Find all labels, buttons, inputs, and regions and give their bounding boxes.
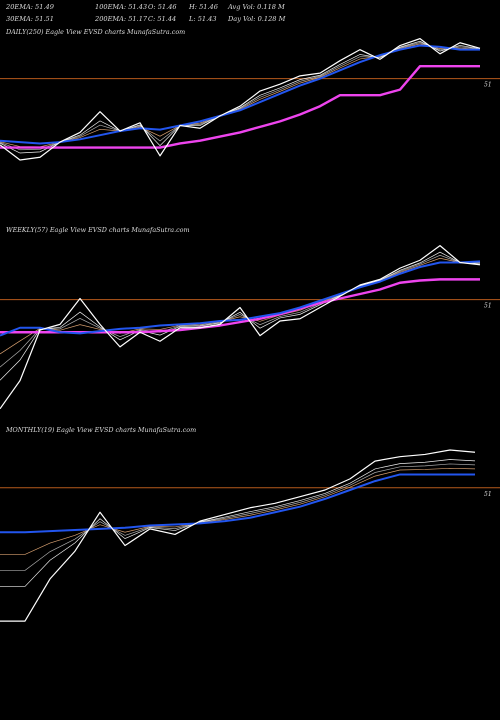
- daily-price-line: [0, 38, 481, 161]
- weekly-reference-label: 51: [484, 303, 492, 310]
- daily-ema-magenta-line: [0, 65, 480, 149]
- weekly-ma-line-1: [0, 257, 481, 355]
- monthly-ma-line-3: [0, 459, 476, 587]
- weekly-ma-line-3: [0, 251, 481, 381]
- monthly-panel-label: MONTHLY(19) Eagle View EVSD charts Munaf…: [6, 426, 197, 434]
- daily-panel-label: DAILY(250) Eagle View EVSD charts Munafa…: [6, 28, 186, 36]
- daily-ma-line-2: [0, 42, 481, 151]
- header-ema200: 200EMA: 51.17: [95, 15, 148, 23]
- header-day-vol: Day Vol: 0.128 M: [228, 15, 286, 23]
- header-low: L: 51.43: [189, 15, 217, 23]
- weekly-price-line: [0, 245, 481, 410]
- weekly-panel-label: WEEKLY(57) Eagle View EVSD charts Munafa…: [6, 226, 190, 234]
- header-ema100: 100EMA: 51.43: [95, 3, 148, 11]
- weekly-ema-magenta-line: [0, 278, 480, 334]
- weekly-ma-line-2: [0, 254, 481, 368]
- monthly-ema-blue-line: [0, 473, 475, 534]
- header-close: C: 51.44: [148, 15, 177, 23]
- header-high: H: 51.46: [189, 3, 218, 11]
- monthly-price-line: [0, 449, 476, 622]
- header-ema30: 30EMA: 51.51: [6, 15, 54, 23]
- monthly-reference-label: 51: [484, 491, 492, 498]
- monthly-ma-line-2: [0, 463, 476, 571]
- weekly-ema-blue-line: [0, 260, 481, 337]
- header-open: O: 51.46: [148, 3, 177, 11]
- header-avg-vol: Avg Vol: 0.118 M: [228, 3, 285, 11]
- daily-ma-line-3: [0, 40, 481, 154]
- monthly-ma-line-1: [0, 467, 476, 555]
- header-ema20: 20EMA: 51.49: [6, 3, 54, 11]
- daily-reference-label: 51: [484, 82, 492, 89]
- daily-ema-blue-line: [0, 44, 480, 145]
